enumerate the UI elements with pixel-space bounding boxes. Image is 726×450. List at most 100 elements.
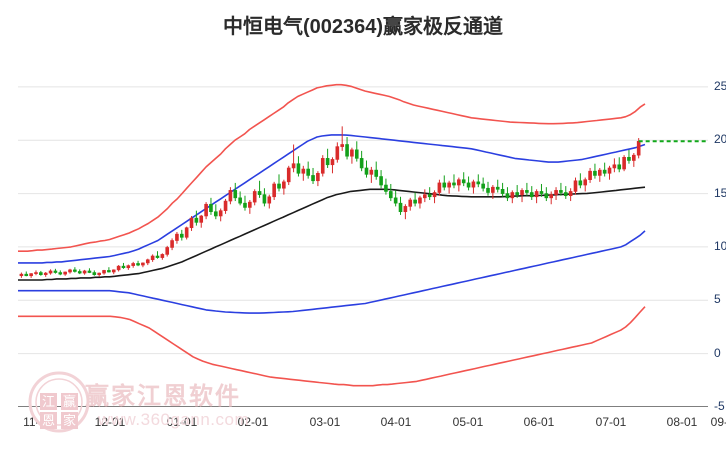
candle [145,258,150,266]
candle [121,262,126,269]
series-mid-line [18,186,646,281]
series-inner-upper-band [18,134,646,264]
candle [583,177,588,192]
candle [520,188,524,203]
candle [194,210,199,226]
candle [481,177,485,192]
candle [63,271,67,276]
candle [345,137,349,160]
candle [277,174,281,192]
candle [602,162,607,177]
candle [525,182,529,196]
candle [248,199,252,214]
candle [199,214,204,228]
candle [141,262,145,268]
candle [43,272,48,277]
series-outer-upper-band [18,83,646,252]
candle [218,208,223,222]
candle [320,155,325,177]
candle [534,189,539,204]
x-tick-label: 05-01 [452,415,484,429]
candle [447,180,451,194]
brand-logo-icon: 江 赢 恩 家 [28,371,90,433]
candle [466,176,471,191]
candle [617,157,622,173]
candle [471,179,476,194]
candle [491,185,495,199]
candle [126,264,131,270]
candle [413,192,417,207]
x-tick-label: 06-01 [523,415,555,429]
candle [597,167,602,182]
candle [335,142,340,163]
candle [272,181,276,200]
candle [267,194,272,209]
candle [170,238,174,251]
candle [131,261,135,268]
candle [632,153,636,167]
candle [39,270,43,276]
candle [549,191,553,205]
series-outer-lower-band [18,306,646,387]
y-tick-label: 20 [714,132,726,147]
candle [92,270,97,276]
candle [111,269,116,275]
y-tick-label: -5 [714,399,725,413]
candle [29,273,33,278]
candle [316,171,320,187]
candle [461,172,466,187]
candle [238,191,242,206]
candle [223,198,228,214]
x-tick-label: 03-01 [309,415,341,429]
svg-text:赢: 赢 [63,394,76,410]
candle [282,179,286,195]
y-tick-label: 5 [714,292,721,307]
candle [87,268,92,274]
x-tick-label: 01-01 [166,415,198,429]
candle [607,165,612,180]
candle [554,187,558,200]
plot-area[interactable] [18,62,708,407]
series-inner-lower-band [18,230,646,314]
candle [77,269,82,275]
svg-text:江: 江 [42,395,55,410]
x-tick-label: 07-01 [595,415,627,429]
candle [476,174,481,188]
candle [53,268,58,274]
candle [457,177,461,192]
candle [510,190,515,204]
candle [408,197,413,211]
candle [228,187,233,205]
candle [418,195,422,209]
candle [286,165,291,186]
candle [388,183,393,202]
candle [588,167,592,183]
candle [505,187,510,202]
candle [102,269,106,275]
candle [257,180,262,198]
candle [262,188,267,207]
candle [544,187,549,202]
candle [330,157,335,174]
candle [403,204,408,220]
candle [578,173,583,189]
page-title: 中恒电气(002364)赢家极反通道 [222,16,504,38]
candle [486,181,490,196]
candle [627,149,631,164]
candle [165,245,170,257]
candle [500,182,505,197]
candle [209,197,213,215]
candle [68,268,72,274]
candle [204,202,208,220]
candle [252,189,257,206]
x-tick-label: 02-01 [237,415,269,429]
watermark-brand: 赢家江恩软件 [85,383,241,410]
candle [354,141,359,162]
candle [291,144,296,173]
x-tick-label: 04-01 [380,415,412,429]
candle [369,166,374,183]
candle [82,269,87,275]
candle [374,161,379,180]
candle [364,160,369,178]
